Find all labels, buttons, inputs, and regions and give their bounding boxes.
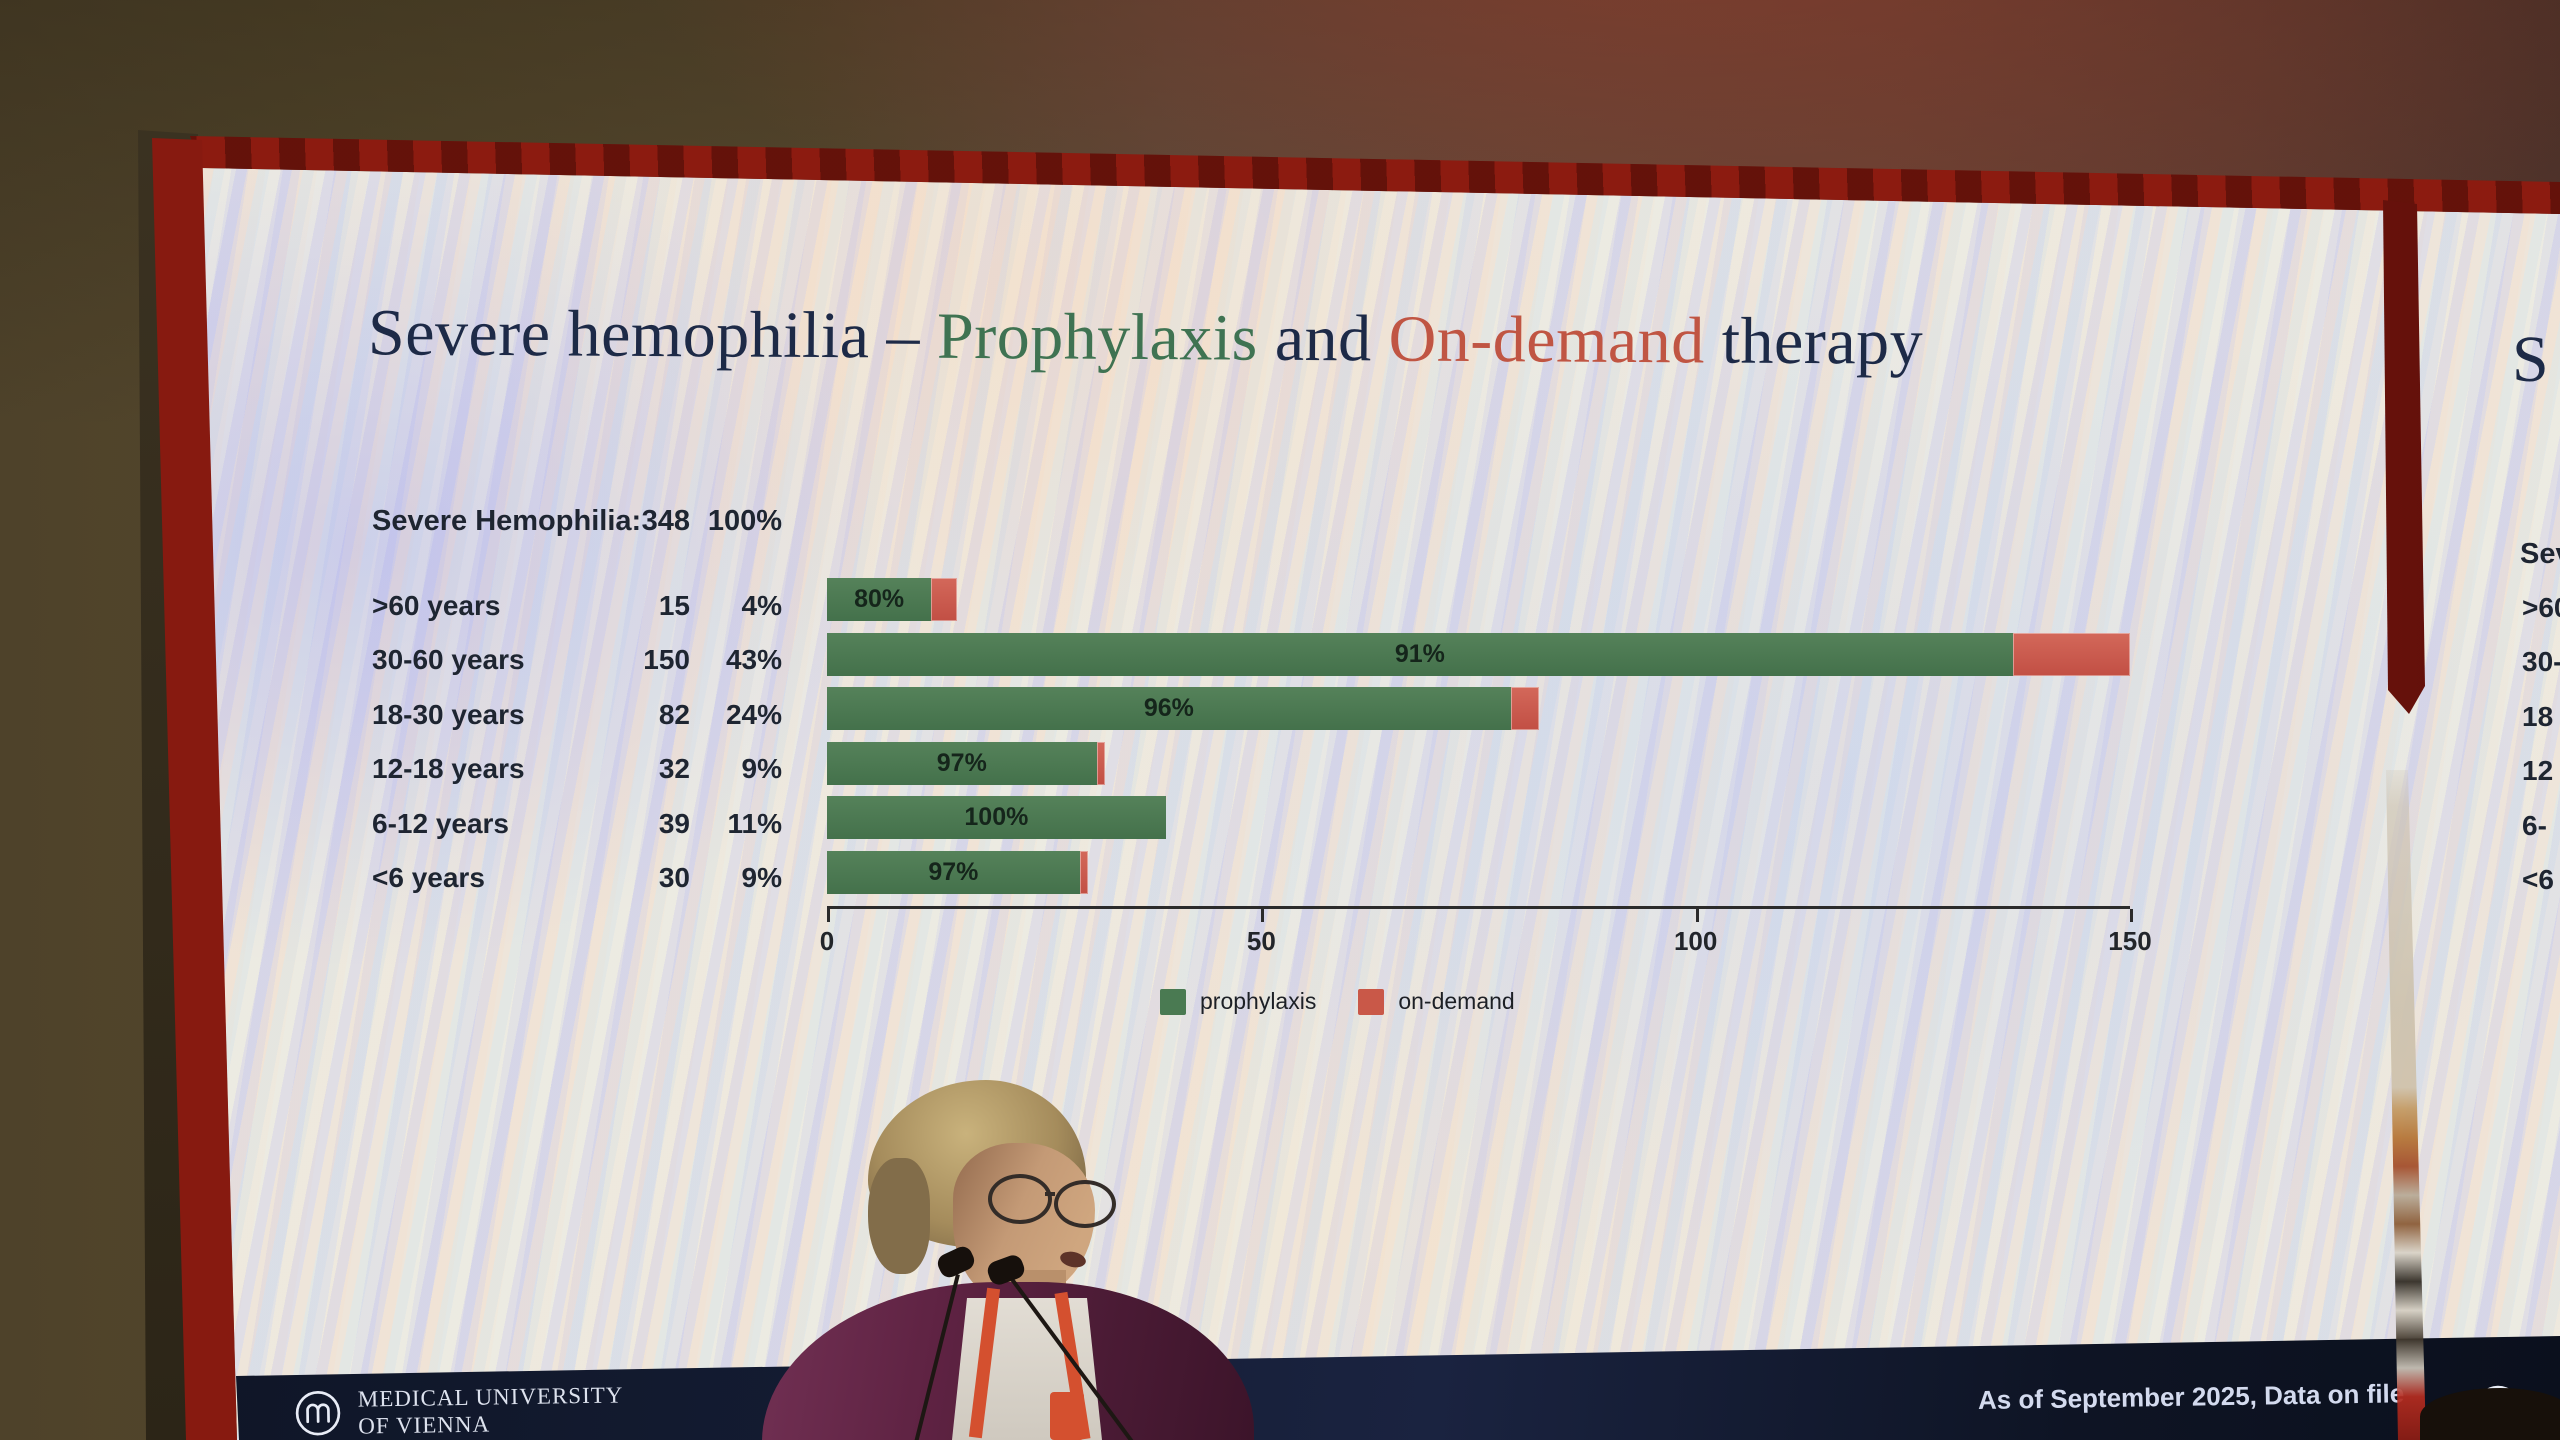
legend-item: prophylaxis: [1160, 988, 1316, 1015]
bar-row: 80%: [827, 578, 958, 621]
bar-row: 91%: [827, 632, 2130, 676]
bar-segment-on-demand: [2012, 632, 2130, 676]
table-header-pct: 100%: [707, 505, 782, 537]
bar-segment-prophylaxis: 100%: [827, 796, 1166, 840]
bar-percent-label: 91%: [1394, 639, 1445, 668]
bar-row: 97%: [827, 741, 1105, 785]
glasses-bridge: [1045, 1192, 1055, 1196]
table-row: <6 years 30 9%: [372, 862, 782, 902]
bar-segment-on-demand: [1079, 851, 1088, 894]
glasses-lens: [1054, 1180, 1116, 1228]
legend-item: on-demand: [1358, 988, 1515, 1015]
slide-title: Severe hemophilia – Prophylaxis and On-d…: [368, 295, 1924, 380]
bar-row: 100%: [827, 796, 1166, 840]
audience-head-silhouette: [2420, 1388, 2560, 1440]
bar-segment-prophylaxis: 97%: [827, 741, 1097, 785]
title-part3: therapy: [1704, 304, 1924, 379]
x-axis-tick-label: 100: [1673, 926, 1718, 956]
table-row-label: 18-30 years: [372, 698, 525, 730]
table-row-n: 39: [658, 807, 690, 839]
bar-segment-on-demand: [1510, 687, 1540, 731]
table-row-n: 150: [643, 644, 690, 676]
table-header-row: Severe Hemophilia: 348 100%: [372, 505, 782, 545]
title-part1: Severe hemophilia –: [367, 296, 938, 373]
table-row-pct: 4%: [741, 590, 782, 621]
legend-swatch-on-demand: [1358, 988, 1385, 1015]
title-part2: and: [1257, 301, 1389, 376]
title-on-demand: On-demand: [1388, 302, 1705, 378]
muw-logo-icon: [295, 1391, 341, 1436]
footer-org-name: MEDICAL UNIVERSITY OF VIENNA: [357, 1382, 624, 1439]
title-prophylaxis: Prophylaxis: [936, 299, 1259, 375]
table-header-n: 348: [641, 505, 690, 537]
second-screen-row-fragment: 6-: [2522, 809, 2547, 841]
table-row-pct: 43%: [725, 644, 782, 676]
x-axis-tick: [2130, 909, 2133, 922]
chart-legend: prophylaxis on-demand: [1160, 988, 1515, 1015]
bar-percent-label: 100%: [964, 803, 1029, 832]
x-axis-tick-label: 150: [2108, 926, 2152, 956]
table-row-n: 30: [658, 862, 690, 893]
bar-segment-prophylaxis: 80%: [827, 578, 932, 621]
table-row: 6-12 years 39 11%: [372, 808, 782, 848]
table-row-pct: 24%: [725, 698, 782, 730]
table-header-label: Severe Hemophilia:: [372, 505, 642, 537]
lanyard-badge: [1050, 1392, 1084, 1440]
bar-segment-prophylaxis: 97%: [827, 851, 1080, 894]
table-row-n: 15: [658, 590, 690, 621]
bar-segment-prophylaxis: 96%: [827, 687, 1511, 731]
table-row-n: 32: [658, 753, 690, 785]
table-row: 18-30 years 82 24%: [372, 699, 782, 739]
table-row: 30-60 years 150 43%: [372, 644, 782, 684]
footer-note: As of September 2025, Data on file: [1977, 1378, 2405, 1415]
bar-segment-on-demand: [931, 578, 958, 621]
table-row-label: 12-18 years: [372, 753, 525, 785]
table-row-pct: 9%: [741, 862, 782, 893]
second-screen-row-fragment: 12: [2522, 755, 2554, 787]
bar-row: 97%: [827, 851, 1088, 894]
presenter-hair-side: [868, 1158, 930, 1274]
table-row-label: <6 years: [372, 862, 485, 893]
bar-percent-label: 96%: [1143, 694, 1194, 723]
second-screen-row-fragment: 18: [2522, 700, 2554, 732]
presenter-glasses: [988, 1172, 1128, 1232]
legend-label: prophylaxis: [1200, 988, 1317, 1014]
legend-label: on-demand: [1398, 988, 1515, 1014]
table-row-label: 6-12 years: [372, 807, 510, 839]
table-row: 12-18 years 32 9%: [372, 753, 782, 793]
second-screen-row-fragment: >60: [2522, 592, 2560, 623]
bar-segment-prophylaxis: 91%: [827, 632, 2013, 676]
table-row-pct: 9%: [741, 753, 782, 785]
bar-percent-label: 97%: [928, 858, 979, 886]
legend-swatch-prophylaxis: [1160, 988, 1186, 1015]
second-screen-title-fragment: S: [2512, 323, 2549, 396]
x-axis-line: [827, 906, 2130, 909]
x-axis-tick: [1261, 909, 1265, 922]
second-screen-header-fragment: Sev: [2520, 538, 2560, 570]
table-row-n: 82: [658, 698, 690, 730]
second-screen-row-fragment: 30-: [2522, 646, 2560, 678]
x-axis-tick: [1695, 909, 1699, 922]
bar-percent-label: 97%: [936, 748, 987, 777]
footer-branding: MEDICAL UNIVERSITY OF VIENNA: [294, 1381, 624, 1440]
glasses-lens: [988, 1174, 1052, 1224]
bar-row: 96%: [827, 687, 1540, 731]
x-axis-tick-label: 50: [1246, 926, 1276, 956]
bar-percent-label: 80%: [854, 585, 905, 613]
stacked-bar-chart: 80% 91% 96% 97% 100% 97%: [827, 578, 2227, 908]
bar-segment-on-demand: [1096, 741, 1105, 785]
x-axis-tick: [827, 909, 830, 922]
second-screen-row-fragment: <6: [2522, 864, 2554, 895]
table-row-pct: 11%: [727, 807, 783, 839]
table-row: >60 years 15 4%: [372, 590, 782, 630]
x-axis-tick-label: 0: [819, 926, 835, 956]
table-row-label: >60 years: [372, 590, 501, 621]
table-row-label: 30-60 years: [372, 644, 525, 676]
